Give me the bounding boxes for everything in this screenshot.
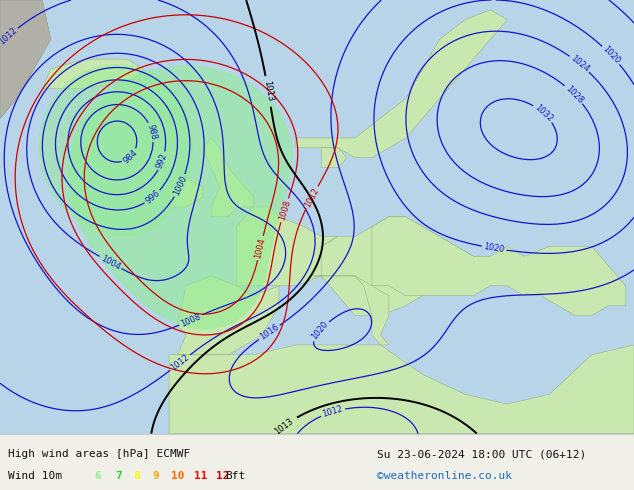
Text: 6: 6 <box>94 471 101 481</box>
Polygon shape <box>313 276 389 345</box>
Text: 992: 992 <box>155 152 169 170</box>
Polygon shape <box>0 0 51 118</box>
Text: 988: 988 <box>145 123 158 141</box>
Text: Bft: Bft <box>225 471 245 481</box>
Polygon shape <box>0 0 51 118</box>
Text: 11: 11 <box>194 471 207 481</box>
Polygon shape <box>296 10 507 158</box>
Text: 1024: 1024 <box>569 54 590 74</box>
Text: ©weatheronline.co.uk: ©weatheronline.co.uk <box>377 471 512 481</box>
Text: 1020: 1020 <box>600 45 621 66</box>
Text: 8: 8 <box>133 471 140 481</box>
Polygon shape <box>321 217 490 316</box>
Polygon shape <box>42 59 144 89</box>
Text: 1004: 1004 <box>254 237 267 259</box>
Text: 1008: 1008 <box>277 199 292 222</box>
Text: High wind areas [hPa] ECMWF: High wind areas [hPa] ECMWF <box>8 449 190 459</box>
Text: 984: 984 <box>121 148 139 165</box>
Polygon shape <box>236 207 338 286</box>
Text: Wind 10m: Wind 10m <box>8 471 61 481</box>
Polygon shape <box>169 177 203 207</box>
Text: 1016: 1016 <box>258 323 281 342</box>
Text: 1032: 1032 <box>533 103 554 123</box>
Text: 9: 9 <box>152 471 159 481</box>
Text: 1020: 1020 <box>310 319 330 342</box>
Text: 996: 996 <box>144 189 162 206</box>
Text: 12: 12 <box>216 471 229 481</box>
Text: 10: 10 <box>171 471 184 481</box>
Polygon shape <box>372 217 626 316</box>
Text: 1013: 1013 <box>262 80 275 102</box>
Text: 1028: 1028 <box>564 84 585 105</box>
Polygon shape <box>169 345 634 434</box>
Text: 1008: 1008 <box>179 312 202 328</box>
Polygon shape <box>203 138 254 217</box>
Text: 1004: 1004 <box>99 253 122 271</box>
Text: Su 23-06-2024 18:00 UTC (06+12): Su 23-06-2024 18:00 UTC (06+12) <box>377 449 586 459</box>
Text: 1013: 1013 <box>273 416 295 436</box>
Text: 1012: 1012 <box>169 353 191 372</box>
Text: 1012: 1012 <box>321 405 344 419</box>
Text: 7: 7 <box>115 471 122 481</box>
Text: 1020: 1020 <box>483 242 505 254</box>
Polygon shape <box>178 276 279 355</box>
Text: 1012: 1012 <box>0 26 20 47</box>
Text: 1012: 1012 <box>303 186 321 209</box>
Text: 1000: 1000 <box>172 174 189 197</box>
Polygon shape <box>321 148 347 168</box>
